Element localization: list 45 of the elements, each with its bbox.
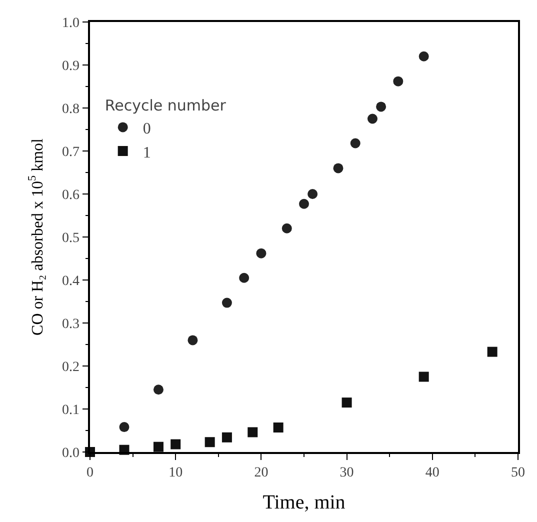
point	[256, 248, 266, 258]
y-tick-label: 0.4	[62, 274, 80, 289]
point	[204, 437, 215, 448]
y-tick-label: 0.2	[62, 360, 80, 375]
y-tick-label: 0.9	[62, 58, 80, 74]
x-tick-label: 20	[254, 466, 268, 481]
x-tick-label: 40	[425, 466, 440, 481]
point	[299, 198, 309, 209]
point	[342, 398, 352, 408]
legend-label: 1	[142, 144, 151, 162]
point	[333, 163, 344, 174]
point	[308, 189, 318, 199]
point	[222, 432, 232, 442]
point	[376, 102, 386, 112]
point	[282, 223, 292, 234]
x-tick-label: 0	[86, 466, 94, 481]
y-tick-label: 0.8	[62, 102, 80, 117]
point	[487, 346, 498, 357]
y-tick-label: 0.6	[62, 188, 80, 203]
point	[367, 114, 378, 124]
point	[418, 372, 429, 382]
point	[153, 442, 164, 452]
legend-label: 0	[142, 120, 151, 138]
y-tick-label: 0.0	[62, 446, 80, 461]
x-tick-label: 50	[511, 466, 525, 481]
point	[239, 272, 250, 283]
x-axis-title: Time, min	[262, 492, 346, 514]
y-tick-label: 0.5	[62, 230, 80, 246]
y-tick-label: 0.1	[62, 402, 80, 418]
x-tick-label: 30	[340, 466, 354, 481]
point	[188, 335, 198, 346]
point	[248, 427, 258, 438]
y-tick-label: 0.3	[62, 316, 80, 332]
point	[119, 422, 130, 432]
point	[170, 439, 181, 450]
point	[273, 422, 284, 432]
point	[350, 138, 360, 148]
x-tick-label: 10	[168, 466, 183, 481]
point	[222, 298, 232, 308]
point	[418, 51, 429, 62]
point	[393, 76, 404, 86]
y-tick-label: 1.0	[62, 16, 80, 31]
point	[153, 384, 164, 395]
legend-title: Recycle number	[104, 96, 227, 114]
y-tick-label: 0.7	[62, 144, 80, 160]
